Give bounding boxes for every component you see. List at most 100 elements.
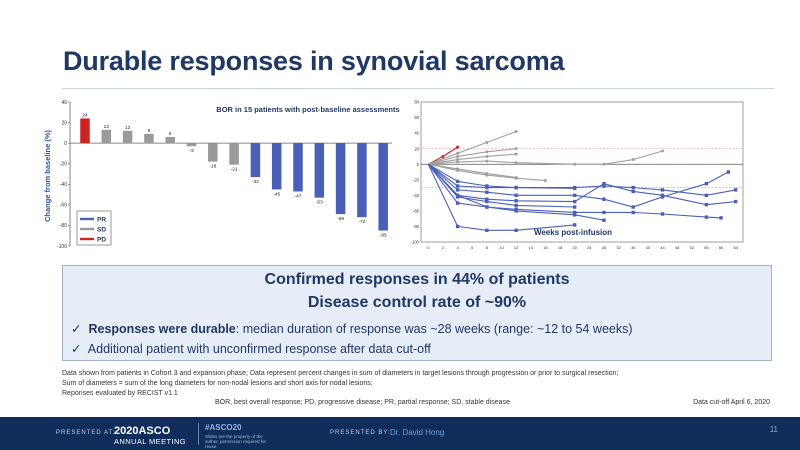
waterfall-data-label: -3 [189, 148, 194, 154]
spider-data-point [456, 158, 460, 162]
spider-data-point [704, 202, 709, 207]
legend-label: SD [97, 226, 106, 233]
waterfall-y-tick-label: -80 [60, 223, 67, 229]
spider-data-point [455, 201, 460, 205]
key-findings-box: Confirmed responses in 44% of patients D… [62, 265, 772, 361]
spider-data-point [602, 197, 606, 201]
spider-data-point [455, 193, 460, 198]
spider-series-line [427, 163, 736, 206]
spider-y-tick-label: -20 [413, 177, 420, 182]
spider-x-tick-label: 52 [690, 245, 695, 250]
spider-data-point [485, 154, 489, 158]
waterfall-bar [122, 130, 133, 144]
spider-data-point [455, 188, 460, 192]
spider-data-point [572, 213, 577, 217]
check-icon: ✓ [71, 342, 82, 356]
waterfall-title: BOR in 15 patients with post-baseline as… [216, 105, 399, 114]
spider-data-point [485, 159, 489, 163]
spider-series-line [428, 163, 736, 196]
spider-data-point [726, 170, 731, 174]
spider-data-point [733, 199, 738, 204]
spider-data-point [572, 223, 577, 227]
hashtag: #ASCO20 [205, 423, 242, 432]
spider-series-line [428, 148, 517, 165]
spider-data-point [455, 179, 460, 184]
spider-data-point [573, 162, 577, 166]
spider-data-point [631, 210, 635, 215]
spider-y-tick-label: 0 [417, 162, 420, 167]
waterfall-bar [357, 143, 367, 218]
spider-data-point [514, 176, 518, 180]
spider-x-tick-label: 48 [675, 245, 680, 250]
spider-y-tick-label: 40 [414, 131, 419, 136]
spider-y-tick-label: -60 [413, 208, 420, 213]
spider-x-tick-label: 2 [442, 245, 445, 250]
page-number: 11 [769, 425, 778, 434]
spider-x-tick-label: 44 [660, 245, 665, 250]
legend-label: PD [97, 236, 106, 243]
waterfall-data-label: -21 [231, 167, 238, 173]
spider-x-tick-label: 24 [587, 245, 592, 250]
spider-x-tick-label: 6 [471, 245, 474, 250]
waterfall-y-tick-label: 20 [61, 120, 67, 126]
waterfall-data-label: -33 [252, 179, 259, 185]
spider-data-point [456, 151, 460, 155]
spider-data-point [572, 205, 577, 209]
spider-y-tick-label: 80 [414, 100, 419, 105]
spider-data-point [602, 162, 606, 166]
spider-data-point [485, 197, 489, 201]
footnote-line: Reponses evaluated by RECIST v1.1 [62, 390, 178, 397]
spider-data-point [456, 160, 460, 164]
spider-data-point [704, 181, 709, 186]
disease-control-text: Disease control rate of ~90% [307, 294, 527, 311]
waterfall-bar [229, 143, 239, 165]
spider-data-point [514, 199, 518, 203]
footer-bar: PRESENTED AT: 2020ASCO ANNUAL MEETING #A… [0, 417, 800, 450]
spider-x-tick-label: 12 [514, 245, 519, 250]
spider-plot-frame [420, 101, 744, 243]
confirmed-responses-text: Confirmed responses in 44% of patients [264, 271, 570, 288]
spider-x-tick-label: 14 [529, 245, 534, 250]
waterfall-bar [293, 143, 303, 192]
spider-x-tick-label: 60 [719, 245, 724, 250]
waterfall-bar [144, 133, 154, 144]
spider-y-tick-label: -40 [413, 193, 420, 198]
spider-data-point [543, 179, 547, 183]
spider-data-point [719, 216, 723, 220]
spider-data-point [485, 190, 489, 194]
spider-data-point [661, 149, 664, 153]
abbreviations: BOR, best overall response; PD, progress… [215, 399, 510, 406]
bullet-durable-text: : median duration of response was ~28 we… [235, 322, 633, 336]
waterfall-data-label: 6 [169, 131, 172, 137]
spider-data-point [514, 161, 518, 165]
spider-y-tick-label: 20 [414, 146, 419, 151]
spider-x-tick-label: 10 [499, 245, 504, 250]
spider-data-point [602, 181, 606, 186]
spider-data-point [733, 188, 738, 192]
waterfall-bar [378, 143, 388, 231]
spider-x-tick-label: 40 [646, 245, 651, 250]
spider-data-point [485, 140, 489, 144]
waterfall-data-label: 24 [82, 112, 88, 118]
spider-data-point [602, 184, 606, 188]
footnote-line: Data shown from patients in Cohort 3 and… [62, 370, 619, 377]
spider-data-point [514, 147, 518, 151]
spider-x-axis-label: Weeks post-infusion [534, 228, 612, 237]
spider-x-tick-label: 64 [733, 245, 738, 250]
spider-data-point [514, 152, 518, 156]
waterfall-y-tick-label: -40 [60, 182, 67, 188]
spider-data-point [704, 215, 709, 219]
spider-data-point [660, 193, 665, 198]
spider-series-line [427, 163, 605, 221]
spider-data-point [631, 158, 635, 162]
spider-data-point [514, 130, 518, 134]
waterfall-bar [186, 143, 197, 147]
spider-data-point [456, 168, 460, 172]
footer-divider [198, 423, 199, 445]
waterfall-y-tick-label: -20 [60, 162, 67, 168]
spider-x-tick-label: 36 [631, 245, 636, 250]
spider-data-point [514, 228, 518, 233]
waterfall-bar [271, 143, 282, 190]
waterfall-bar [80, 118, 90, 144]
waterfall-bar [101, 129, 112, 144]
